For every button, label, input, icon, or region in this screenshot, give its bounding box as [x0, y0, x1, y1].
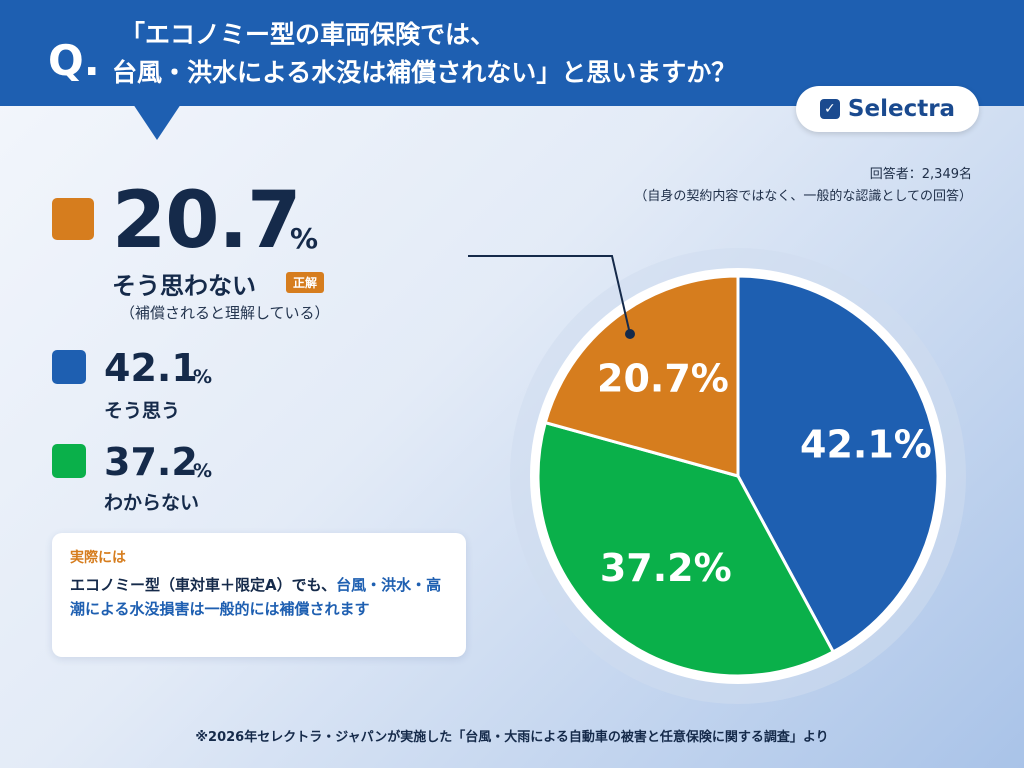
check-icon: ✓	[819, 99, 840, 119]
legend-unit-agree: %	[193, 366, 213, 388]
brand-name: Selectra	[847, 96, 956, 122]
legend-value-unknown: 37.2	[104, 440, 198, 484]
note-body-highlight: 台風・洪水・高潮による水没損害は一般的には補償されます	[70, 576, 442, 618]
question-mark-label: Q.	[48, 36, 100, 85]
legend-swatch-agree	[52, 350, 86, 384]
pie-label-agree: 42.1%	[800, 423, 932, 467]
respondents-info: 回答者：2,349名 （自身の契約内容ではなく、一般的な認識としての回答）	[634, 164, 972, 208]
question-title-line1: 「エコノミー型の車両保険では、	[120, 20, 496, 49]
respondent-count: 回答者：2,349名	[869, 167, 972, 182]
legend-swatch-unknown	[52, 444, 86, 478]
header-pointer	[133, 104, 181, 140]
source-footnote: ※2026年セレクトラ・ジャパンが実施した「台風・大雨による自動車の被害と任意保…	[195, 730, 829, 745]
legend-label-unknown: わからない	[104, 492, 200, 514]
note-card-body: エコノミー型（車対車＋限定A）でも、台風・洪水・高潮による水没損害は一般的には補…	[70, 573, 448, 621]
brand-logo: ✓ Selectra	[796, 86, 979, 132]
question-title: 「エコノミー型の車両保険では、 台風・洪水による水没は補償されない」と思いますか…	[112, 16, 736, 92]
legend-label-disagree: そう思わない	[112, 272, 256, 300]
correct-badge: 正解	[286, 272, 325, 293]
pie-label-unknown: 37.2%	[600, 546, 732, 590]
question-title-line2: 台風・洪水による水没は補償されない」と思いますか？	[112, 58, 737, 87]
legend-unit-disagree: %	[290, 222, 319, 255]
legend-sub-disagree: （補償されると理解している）	[120, 304, 330, 322]
note-card: 実際には エコノミー型（車対車＋限定A）でも、台風・洪水・高潮による水没損害は一…	[52, 533, 466, 657]
callout-line	[468, 255, 631, 335]
legend-swatch-disagree	[52, 198, 94, 240]
callout-dot	[625, 329, 635, 339]
legend-value-agree: 42.1	[104, 346, 198, 390]
pie-slice-agree	[736, 274, 940, 654]
pie-label-disagree: 20.7%	[597, 356, 729, 400]
legend-value-disagree: 20.7	[112, 176, 301, 266]
respondent-note: （自身の契約内容ではなく、一般的な認識としての回答）	[634, 189, 972, 204]
note-card-title: 実際には	[70, 550, 126, 566]
legend-label-agree: そう思う	[104, 400, 181, 422]
header-banner: Q. 「エコノミー型の車両保険では、 台風・洪水による水没は補償されない」と思い…	[0, 0, 1024, 106]
pie-slice-disagree	[543, 274, 740, 478]
pie-slice-unknown	[536, 420, 836, 678]
legend-unit-unknown: %	[193, 460, 213, 482]
note-body-prefix: エコノミー型（車対車＋限定A）でも、	[70, 576, 337, 594]
